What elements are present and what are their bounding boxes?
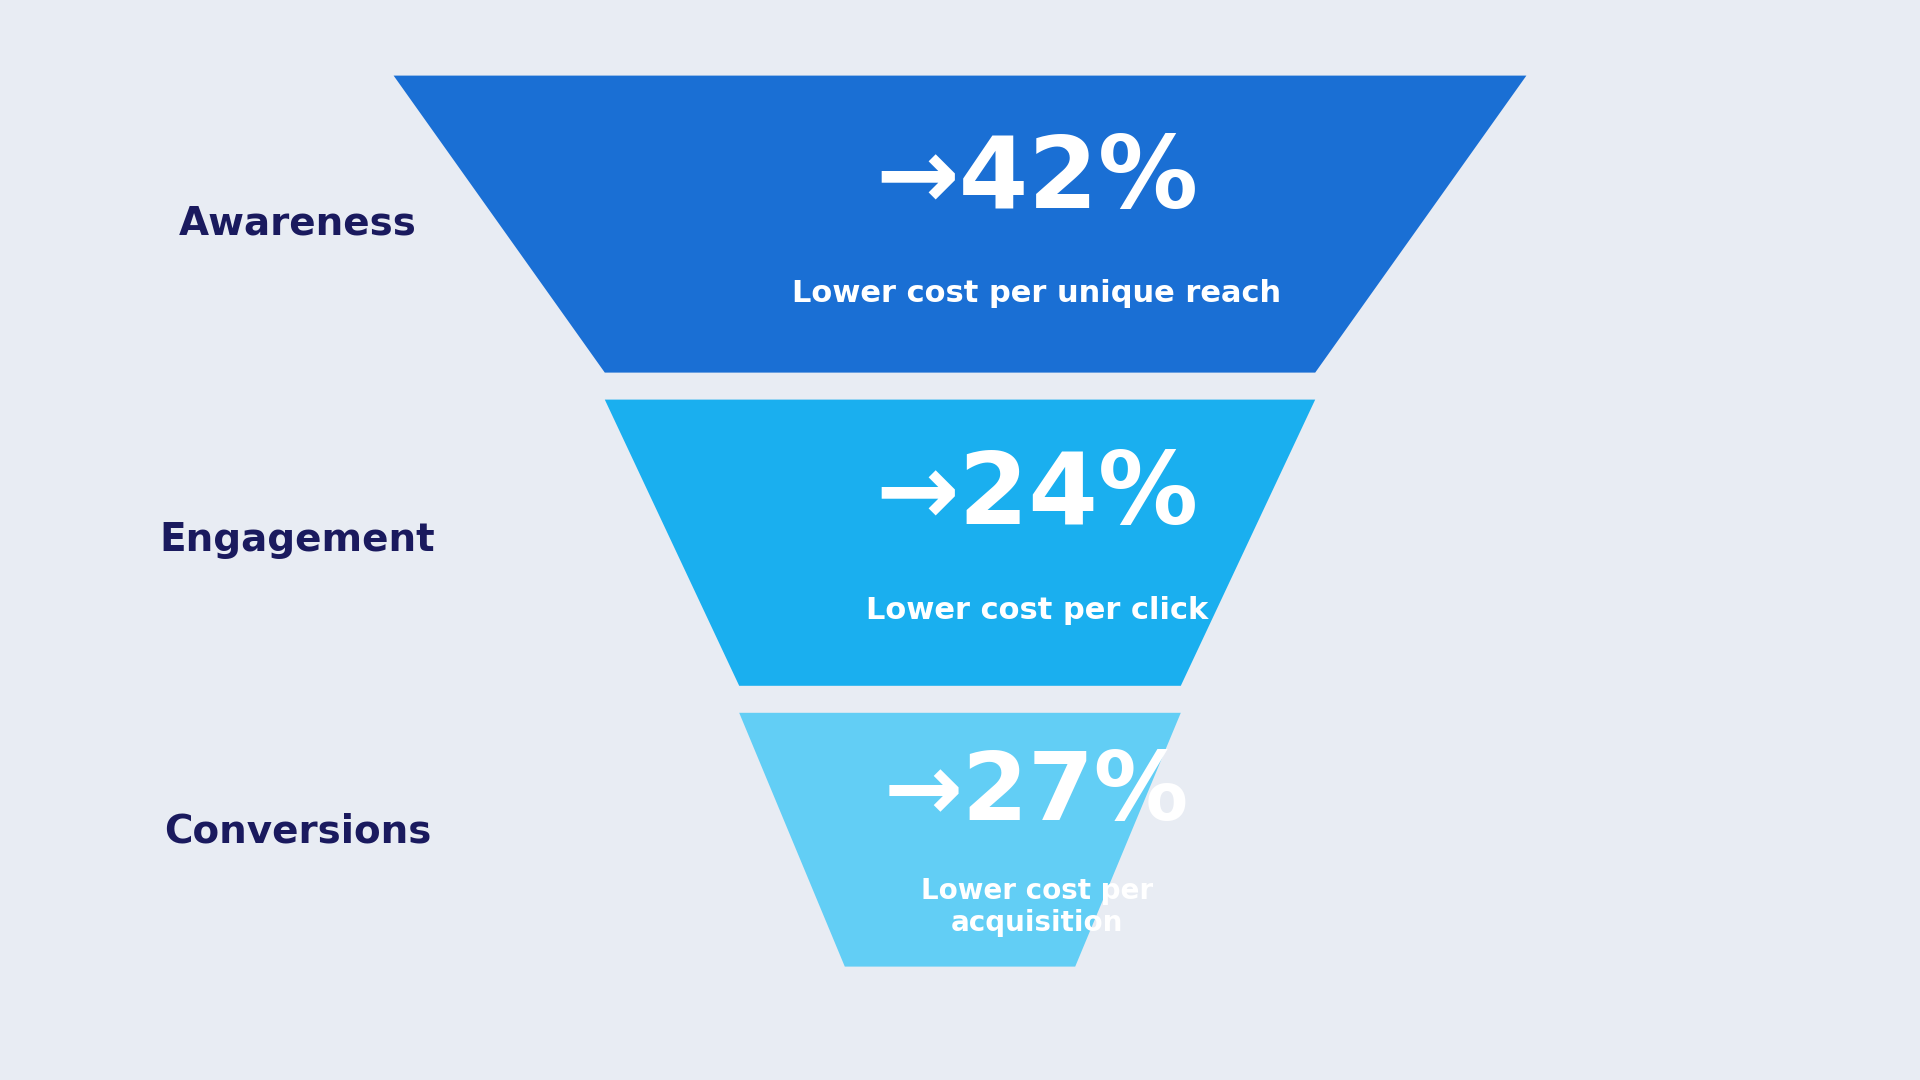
Text: Engagement: Engagement <box>159 521 436 559</box>
Polygon shape <box>605 400 1315 686</box>
Text: →42%: →42% <box>876 132 1198 229</box>
Polygon shape <box>739 713 1181 967</box>
Text: Conversions: Conversions <box>163 812 432 851</box>
Text: Lower cost per
acquisition: Lower cost per acquisition <box>922 877 1152 937</box>
Text: →24%: →24% <box>876 448 1198 545</box>
Text: →27%: →27% <box>883 747 1190 840</box>
Text: Lower cost per unique reach: Lower cost per unique reach <box>793 280 1281 308</box>
Polygon shape <box>394 76 1526 373</box>
Text: Awareness: Awareness <box>179 204 417 243</box>
Text: Lower cost per click: Lower cost per click <box>866 596 1208 624</box>
